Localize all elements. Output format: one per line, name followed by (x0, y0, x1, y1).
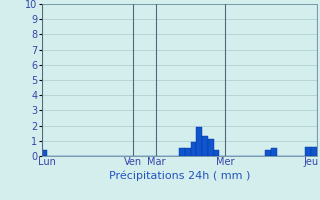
Bar (271, 148, 277, 156)
Bar (208, 139, 214, 156)
Bar (265, 150, 271, 156)
Bar (305, 147, 311, 156)
X-axis label: Précipitations 24h ( mm ): Précipitations 24h ( mm ) (108, 170, 250, 181)
Bar (214, 150, 219, 156)
Bar (191, 142, 196, 156)
Bar (311, 147, 317, 156)
Bar (179, 148, 185, 156)
Bar (196, 127, 202, 156)
Bar (42, 150, 47, 156)
Bar (202, 136, 208, 156)
Bar (185, 148, 191, 156)
